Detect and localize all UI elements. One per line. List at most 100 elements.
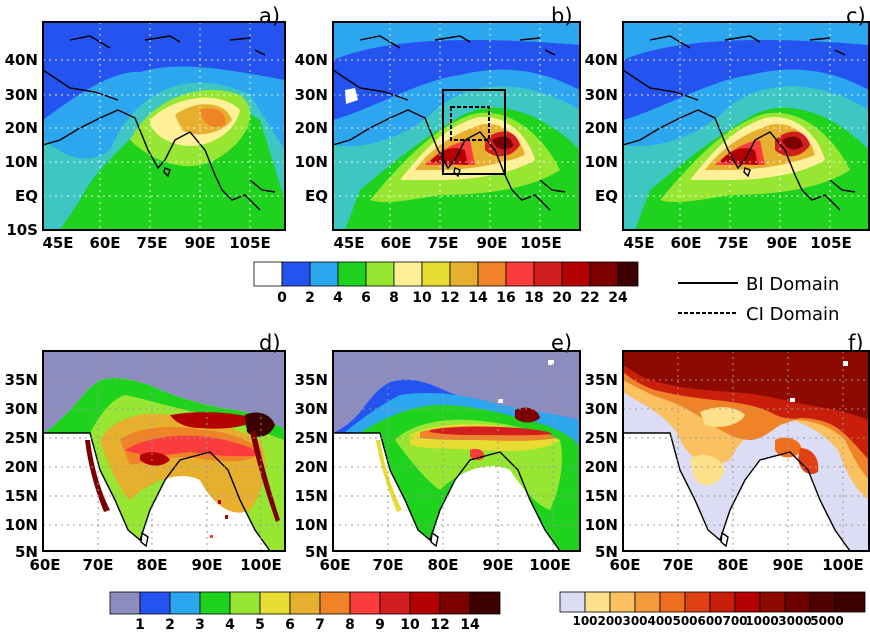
lon-tick: 45E [333, 234, 364, 252]
legend-top-label: 18 [524, 290, 543, 306]
legend-br-label: 1000 [745, 614, 778, 628]
legend-top-label: 6 [361, 290, 371, 306]
lat-tick: 10N [5, 153, 38, 171]
legend-bl-label: 8 [345, 617, 355, 633]
legend-top: 0 2 4 6 8 10 12 14 16 18 20 22 24 [253, 261, 639, 306]
lon-tick: 60E [380, 234, 411, 252]
panel-c-lat-ticks: 40N 30N 20N 10N EQ [585, 51, 618, 205]
ci-domain-label: CI Domain [746, 304, 839, 325]
bi-domain-box [442, 89, 506, 175]
lat-tick: 20N [5, 458, 38, 476]
lat-tick: 30N [5, 86, 38, 104]
panel-a-lon-ticks: 45E 60E 75E 90E 105E [42, 234, 270, 252]
lon-tick: 60E [670, 234, 701, 252]
lat-tick: 10S [6, 221, 38, 239]
lon-tick: 70E [372, 556, 403, 574]
lon-tick: 80E [717, 556, 748, 574]
lat-tick: 25N [295, 429, 328, 447]
panel-e: e) 35N 30N 25N 20N 15N 10N 5N 60E 70E 80… [295, 331, 581, 574]
lat-tick: 25N [5, 429, 38, 447]
legend-br-label: 5000 [810, 614, 843, 628]
lon-tick: 105E [229, 234, 271, 252]
lat-tick: 30N [5, 400, 38, 418]
panel-c: c) 40N 30N 20N 10N EQ 45E 60E 75E 90E 10… [585, 4, 870, 252]
panel-c-lon-ticks: 45E 60E 75E 90E 105E [623, 234, 851, 252]
legend-bl-label: 5 [255, 617, 265, 633]
lon-tick: 75E [136, 234, 167, 252]
bi-domain-label: BI Domain [746, 274, 839, 295]
legend-br-label: 100 [572, 614, 597, 628]
legend-bl-label: 2 [165, 617, 175, 633]
lat-tick: 30N [585, 400, 618, 418]
lat-tick: 20N [295, 119, 328, 137]
lon-tick: 80E [427, 556, 458, 574]
lat-tick: 25N [585, 429, 618, 447]
lat-tick: 30N [295, 86, 328, 104]
panel-b-label: b) [551, 4, 573, 28]
lon-tick: 90E [772, 556, 803, 574]
lon-tick: 90E [482, 556, 513, 574]
panel-b-lat-ticks: 40N 30N 20N 10N EQ [295, 51, 328, 205]
lat-tick: 5N [305, 543, 328, 561]
legend-top-label: 8 [389, 290, 399, 306]
legend-bl-label: 3 [195, 617, 205, 633]
legend-top-label: 12 [440, 290, 459, 306]
lon-tick: 105E [520, 234, 562, 252]
legend-top-label: 24 [608, 290, 628, 306]
lat-tick: 40N [5, 51, 38, 69]
lat-tick: EQ [305, 187, 328, 205]
lon-tick: 45E [42, 234, 73, 252]
lat-tick: 20N [585, 458, 618, 476]
legend-top-label: 4 [333, 290, 343, 306]
panel-a: a) 40N 30N 20N 10N EQ 10S 45E 60E 75E 90… [5, 4, 286, 252]
lon-tick: 45E [623, 234, 654, 252]
legend-bottom-left: 1 2 3 4 5 6 7 8 9 10 12 14 [109, 591, 501, 633]
legend-bl-label: 7 [315, 617, 325, 633]
lat-tick: 10N [585, 153, 618, 171]
legend-top-label: 0 [277, 290, 287, 306]
lat-tick: 10N [295, 153, 328, 171]
lat-tick: 10N [585, 516, 618, 534]
panel-e-label: e) [551, 331, 572, 355]
lon-tick: 60E [29, 556, 60, 574]
legend-br-label: 3000 [778, 614, 811, 628]
lat-tick: 40N [295, 51, 328, 69]
legend-br-label: 500 [672, 614, 697, 628]
panel-a-lat-ticks: 40N 30N 20N 10N EQ 10S [5, 51, 38, 239]
legend-top-label: 2 [305, 290, 315, 306]
panel-a-label: a) [259, 4, 280, 28]
legend-br-label: 400 [647, 614, 672, 628]
panel-b-lon-ticks: 45E 60E 75E 90E 105E [333, 234, 561, 252]
lon-tick: 60E [319, 556, 350, 574]
lon-tick: 60E [89, 234, 120, 252]
legend-br-label: 300 [622, 614, 647, 628]
panel-f-label: f) [848, 331, 864, 355]
lon-tick: 60E [609, 556, 640, 574]
panel-d: d) 35N 30N 25N 20N 15N 10N 5N 60E 70E 80… [5, 331, 286, 574]
lon-tick: 100E [822, 556, 864, 574]
legend-bl-label: 14 [460, 617, 480, 633]
legend-top-label: 14 [468, 290, 488, 306]
lon-tick: 70E [82, 556, 113, 574]
ci-domain-box [450, 106, 490, 141]
domain-legend: BI Domain CI Domain [678, 274, 839, 325]
legend-br-label: 600 [697, 614, 722, 628]
lat-tick: 20N [5, 119, 38, 137]
lat-tick: EQ [595, 187, 618, 205]
lon-tick: 90E [184, 234, 215, 252]
legend-bl-label: 4 [225, 617, 235, 633]
legend-top-label: 10 [412, 290, 432, 306]
legend-top-label: 20 [552, 290, 572, 306]
legend-top-label: 16 [496, 290, 515, 306]
lat-tick: 40N [585, 51, 618, 69]
lat-tick: 20N [585, 119, 618, 137]
legend-bl-label: 6 [285, 617, 295, 633]
legend-top-label: 22 [580, 290, 599, 306]
legend-bl-label: 1 [135, 617, 145, 633]
lat-tick: 5N [595, 543, 618, 561]
lat-tick: 30N [585, 86, 618, 104]
lon-tick: 90E [766, 234, 797, 252]
lat-tick: 35N [585, 371, 618, 389]
legend-br-label: 700 [722, 614, 747, 628]
